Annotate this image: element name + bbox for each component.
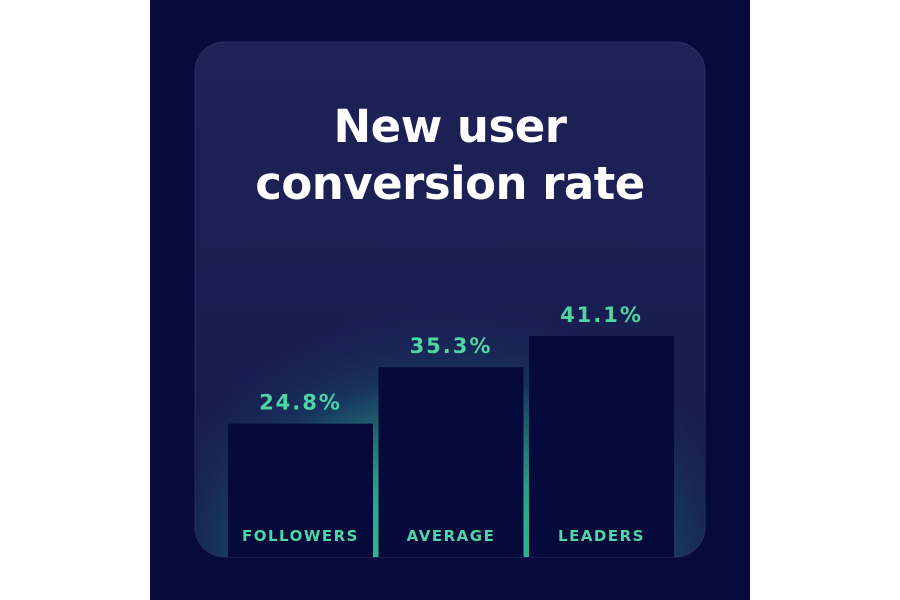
chart-title: New user conversion rate (255, 100, 645, 210)
bar (228, 423, 373, 557)
bar (529, 336, 674, 557)
bar (378, 367, 524, 557)
category-label: LEADERS (558, 527, 645, 545)
value-label: 24.8% (259, 391, 342, 415)
category-label: FOLLOWERS (242, 527, 359, 545)
value-label: 35.3% (410, 334, 493, 358)
category-label: AVERAGE (407, 527, 496, 545)
value-label: 41.1% (560, 303, 643, 327)
